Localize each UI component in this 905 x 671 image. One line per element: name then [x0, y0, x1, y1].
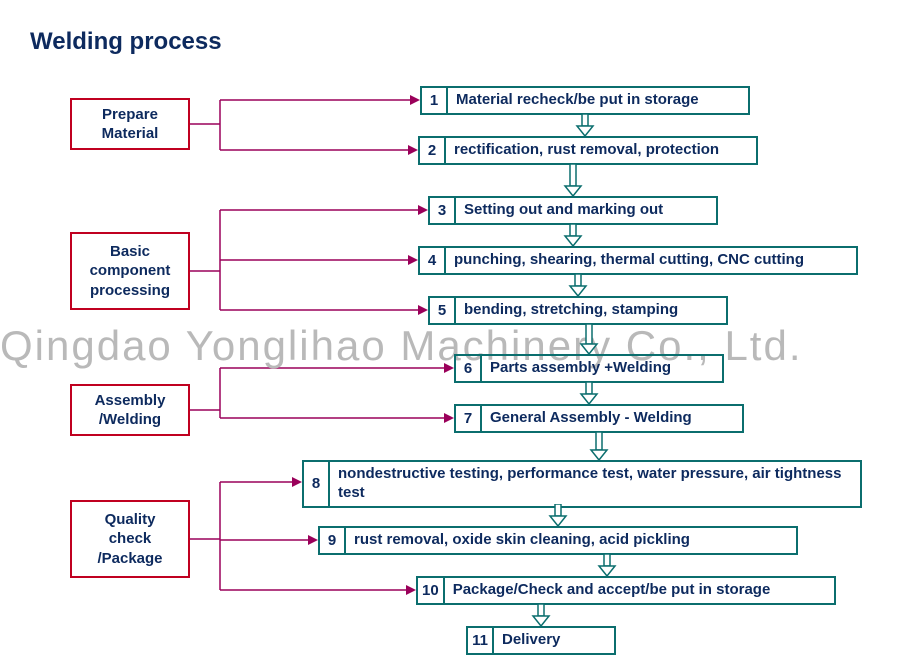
- flow-arrow-down: [563, 224, 583, 246]
- step-number: 3: [430, 198, 456, 223]
- step-label: rectification, rust removal, protection: [446, 138, 756, 163]
- step-label: Setting out and marking out: [456, 198, 716, 223]
- step-label: Package/Check and accept/be put in stora…: [445, 578, 834, 603]
- step-number: 2: [420, 138, 446, 163]
- step-number: 10: [418, 578, 445, 603]
- step-label: punching, shearing, thermal cutting, CNC…: [446, 248, 856, 273]
- step-10: 10Package/Check and accept/be put in sto…: [416, 576, 836, 605]
- step-label: General Assembly - Welding: [482, 406, 742, 431]
- step-8: 8nondestructive testing, performance tes…: [302, 460, 862, 508]
- flow-arrow-down: [589, 432, 609, 460]
- step-6: 6Parts assembly +Welding: [454, 354, 724, 383]
- flow-arrow-down: [563, 164, 583, 196]
- flow-arrow-down: [531, 604, 551, 626]
- flow-arrow-down: [579, 382, 599, 404]
- step-3: 3Setting out and marking out: [428, 196, 718, 225]
- step-number: 6: [456, 356, 482, 381]
- step-number: 4: [420, 248, 446, 273]
- step-label: Parts assembly +Welding: [482, 356, 722, 381]
- flow-arrow-down: [568, 274, 588, 296]
- diagram-title: Welding process: [30, 28, 222, 56]
- step-7: 7General Assembly - Welding: [454, 404, 744, 433]
- step-label: rust removal, oxide skin cleaning, acid …: [346, 528, 796, 553]
- step-number: 9: [320, 528, 346, 553]
- phase-basic: Basiccomponentprocessing: [70, 232, 190, 310]
- step-5: 5bending, stretching, stamping: [428, 296, 728, 325]
- step-4: 4punching, shearing, thermal cutting, CN…: [418, 246, 858, 275]
- flow-arrow-down: [575, 114, 595, 136]
- step-number: 8: [304, 462, 330, 506]
- step-label: bending, stretching, stamping: [456, 298, 726, 323]
- step-11: 11Delivery: [466, 626, 616, 655]
- step-number: 11: [468, 628, 494, 653]
- phase-quality: Qualitycheck/Package: [70, 500, 190, 578]
- phase-prepare: PrepareMaterial: [70, 98, 190, 150]
- flow-arrow-down: [579, 324, 599, 354]
- step-label: Material recheck/be put in storage: [448, 88, 748, 113]
- step-number: 1: [422, 88, 448, 113]
- phase-assembly: Assembly/Welding: [70, 384, 190, 436]
- step-2: 2rectification, rust removal, protection: [418, 136, 758, 165]
- step-number: 7: [456, 406, 482, 431]
- step-9: 9rust removal, oxide skin cleaning, acid…: [318, 526, 798, 555]
- flow-arrow-down: [548, 504, 568, 526]
- step-label: Delivery: [494, 628, 614, 653]
- step-1: 1Material recheck/be put in storage: [420, 86, 750, 115]
- step-label: nondestructive testing, performance test…: [330, 462, 860, 506]
- step-number: 5: [430, 298, 456, 323]
- flow-arrow-down: [597, 554, 617, 576]
